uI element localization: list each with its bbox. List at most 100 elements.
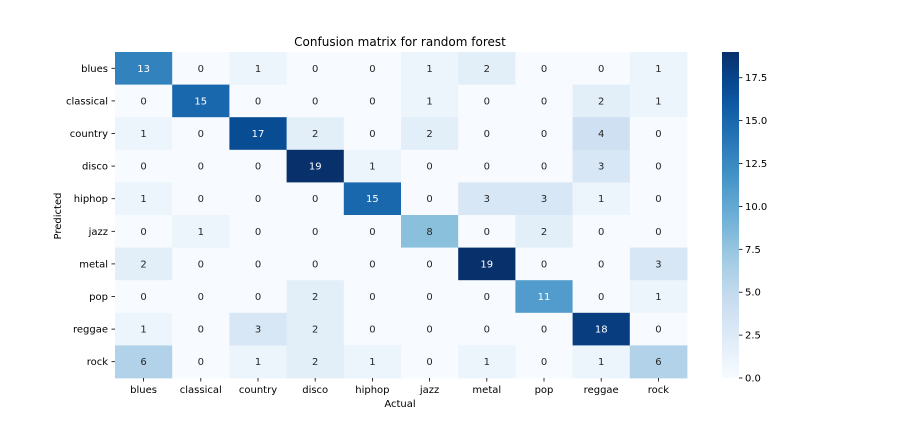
heatmap-cell (572, 312, 631, 346)
heatmap-cell (286, 52, 345, 85)
heatmap-cell (343, 149, 402, 183)
cell-value-label: 1 (655, 64, 661, 75)
cell-value-label: 0 (484, 129, 490, 140)
cell-value-label: 0 (655, 194, 661, 205)
y-tick-label: classical (66, 96, 108, 107)
heatmap-cell (115, 247, 173, 281)
heatmap-cell (172, 117, 230, 151)
y-axis-label: Predicted (53, 193, 64, 240)
cell-value-label: 0 (140, 162, 146, 173)
cell-value-label: 2 (140, 259, 146, 270)
heatmap-cell (629, 182, 688, 216)
cell-value-label: 6 (140, 357, 146, 368)
cell-value-label: 6 (655, 357, 661, 368)
x-tick-label: country (239, 385, 277, 396)
heatmap-cell (515, 345, 573, 379)
y-tick-label: disco (82, 162, 108, 173)
cell-value-label: 2 (598, 96, 604, 107)
cell-value-label: 3 (484, 194, 490, 205)
heatmap-cell (343, 312, 402, 346)
y-tick-label: rock (87, 357, 109, 368)
x-tick-label: blues (130, 385, 157, 396)
cell-value-label: 15 (366, 194, 379, 205)
heatmap-cell (229, 345, 287, 379)
cell-value-label: 0 (426, 194, 432, 205)
heatmap-cell (515, 182, 573, 216)
cell-value-label: 0 (598, 259, 604, 270)
heatmap-cell (172, 345, 230, 379)
cell-value-label: 11 (538, 292, 551, 303)
cell-value-label: 3 (598, 162, 604, 173)
cell-value-label: 0 (140, 96, 146, 107)
cell-value-label: 0 (369, 325, 375, 336)
heatmap-cell (572, 345, 631, 379)
heatmap-cell (343, 215, 402, 248)
heatmap-cell (229, 312, 287, 346)
heatmap-cell (629, 215, 688, 248)
cell-value-label: 0 (598, 64, 604, 75)
heatmap-cell (401, 345, 459, 379)
cell-value-label: 0 (541, 259, 547, 270)
heatmap-cell (401, 52, 459, 85)
heatmap-cell (172, 215, 230, 248)
cell-value-label: 2 (541, 227, 547, 238)
chart-title: Confusion matrix for random forest (294, 35, 506, 49)
heatmap-cell (229, 215, 287, 248)
heatmap-cell (343, 52, 402, 85)
heatmap-cell (572, 215, 631, 248)
y-tick-label: pop (89, 292, 108, 303)
cell-value-label: 0 (426, 259, 432, 270)
heatmap-cell (458, 149, 516, 183)
x-axis-label: Actual (384, 399, 415, 410)
heatmap-cell (343, 84, 402, 118)
heatmap-cell (229, 117, 287, 151)
cell-value-label: 0 (312, 64, 318, 75)
heatmap-cell (286, 280, 345, 314)
cell-value-label: 3 (255, 325, 261, 336)
cell-value-label: 1 (655, 292, 661, 303)
heatmap-cell (115, 84, 173, 118)
cell-value-label: 1 (484, 357, 490, 368)
heatmap-cell (572, 280, 631, 314)
cell-value-label: 2 (426, 129, 432, 140)
cell-value-label: 0 (655, 325, 661, 336)
heatmap-cell (401, 149, 459, 183)
cell-value-label: 0 (255, 259, 261, 270)
heatmap-cell (458, 247, 516, 281)
heatmap-cell (115, 280, 173, 314)
heatmap-cell (115, 117, 173, 151)
colorbar (722, 52, 739, 378)
heatmap-cell (458, 280, 516, 314)
heatmap-cell (515, 84, 573, 118)
heatmap-cell (629, 345, 688, 379)
y-tick-label: country (70, 129, 108, 140)
heatmap-cell (286, 149, 345, 183)
heatmap-cell (458, 84, 516, 118)
heatmap-cell (458, 345, 516, 379)
cell-value-label: 0 (484, 292, 490, 303)
cell-value-label: 0 (541, 129, 547, 140)
heatmap-cell (458, 52, 516, 85)
heatmap-cell (343, 280, 402, 314)
cell-value-label: 0 (312, 227, 318, 238)
cell-value-label: 0 (426, 162, 432, 173)
cell-value-label: 0 (312, 194, 318, 205)
cell-value-label: 0 (255, 227, 261, 238)
x-tick-label: reggae (584, 385, 619, 396)
cell-value-label: 0 (484, 227, 490, 238)
cell-value-label: 0 (426, 292, 432, 303)
heatmap-cell (115, 345, 173, 379)
cell-value-label: 0 (140, 292, 146, 303)
cell-value-label: 17 (252, 129, 265, 140)
cell-value-label: 4 (598, 129, 604, 140)
cell-value-label: 1 (369, 357, 375, 368)
colorbar-tick-label: 15.0 (745, 116, 767, 127)
heatmap-cell (515, 215, 573, 248)
cell-value-label: 0 (198, 357, 204, 368)
cell-value-label: 1 (369, 162, 375, 173)
heatmap-cell (172, 182, 230, 216)
cell-value-label: 2 (312, 292, 318, 303)
y-tick-label: hiphop (74, 194, 108, 205)
heatmap-cell (629, 52, 688, 85)
